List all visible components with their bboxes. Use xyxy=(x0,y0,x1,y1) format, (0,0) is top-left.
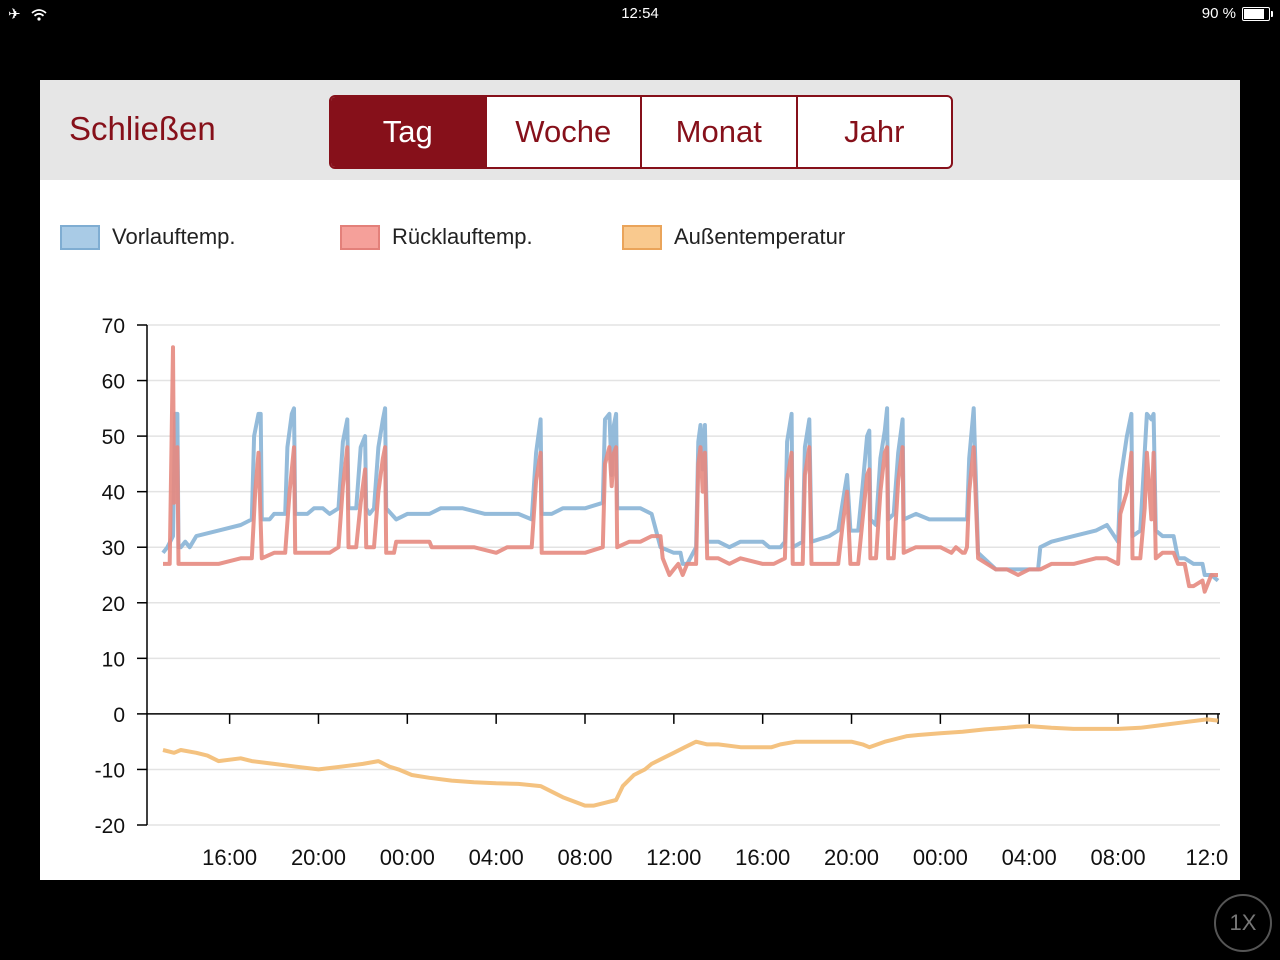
y-tick-label: -10 xyxy=(95,759,125,782)
segment-week[interactable]: Woche xyxy=(484,97,641,167)
legend-label-aussen: Außentemperatur xyxy=(674,224,846,249)
y-tick-label: 50 xyxy=(102,426,125,449)
x-tick-label: 04:00 xyxy=(469,845,524,870)
period-segmented-control: Tag Woche Monat Jahr xyxy=(329,95,953,169)
wifi-icon xyxy=(31,9,47,21)
legend-item-ruecklauf[interactable]: Rücklauftemp. xyxy=(340,224,533,250)
y-tick-label: 70 xyxy=(102,315,125,338)
status-bar: ✈ 12:54 90 % xyxy=(0,0,1280,28)
legend-label-vorlauf: Vorlauftemp. xyxy=(112,224,236,249)
x-tick-label: 20:00 xyxy=(291,845,346,870)
legend-swatch-aussen xyxy=(622,224,662,250)
close-button[interactable]: Schließen xyxy=(69,110,216,147)
legend-swatch-vorlauf xyxy=(60,224,100,250)
x-tick-label: 08:00 xyxy=(1091,845,1146,870)
battery-icon xyxy=(1242,6,1273,21)
status-right: 90 % xyxy=(1201,5,1273,22)
y-tick-label: 30 xyxy=(102,537,125,560)
toolbar: Schließen Tag Woche Monat Jahr xyxy=(40,80,1240,180)
x-tick-label: 08:00 xyxy=(557,845,612,870)
x-tick-label: 16:00 xyxy=(735,845,790,870)
y-tick-label: 0 xyxy=(113,704,125,727)
temperature-chart: 70 60 50 40 30 20 10 0 -10 -20 16:00 20:00 00:00 04:0… xyxy=(95,315,1229,870)
x-tick-label: 12:0 xyxy=(1185,845,1228,870)
legend-swatch-ruecklauf xyxy=(340,224,380,250)
y-tick-label: 10 xyxy=(102,648,125,671)
x-tick-label: 04:00 xyxy=(1002,845,1057,870)
x-tick-label: 00:00 xyxy=(380,845,435,870)
x-tick-label: 12:00 xyxy=(646,845,701,870)
x-tick-label: 20:00 xyxy=(824,845,879,870)
segment-year[interactable]: Jahr xyxy=(795,97,952,167)
segment-day[interactable]: Tag xyxy=(331,97,485,167)
battery-level xyxy=(1244,8,1264,19)
x-tick-label: 16:00 xyxy=(202,845,257,870)
x-tick-label: 00:00 xyxy=(913,845,968,870)
legend-item-vorlauf[interactable]: Vorlauftemp. xyxy=(60,224,236,250)
series-line-aussen xyxy=(162,717,1219,808)
segment-month[interactable]: Monat xyxy=(640,97,796,167)
y-tick-label: -20 xyxy=(95,815,125,838)
legend-item-aussen[interactable]: Außentemperatur xyxy=(622,224,845,250)
status-left: ✈ xyxy=(8,5,47,23)
legend-label-ruecklauf: Rücklauftemp. xyxy=(392,224,533,249)
y-tick-label: 60 xyxy=(102,371,125,394)
airplane-icon: ✈ xyxy=(8,6,21,23)
status-time: 12:54 xyxy=(621,5,659,22)
replay-speed-button[interactable]: 1X xyxy=(1214,894,1272,952)
y-tick-label: 20 xyxy=(102,593,125,616)
series-line-ruecklauf xyxy=(163,345,1218,594)
battery-percent: 90 % xyxy=(1201,5,1236,22)
chart-panel: Schließen Tag Woche Monat Jahr Vorlaufte… xyxy=(40,80,1240,880)
y-tick-label: 40 xyxy=(102,482,125,505)
